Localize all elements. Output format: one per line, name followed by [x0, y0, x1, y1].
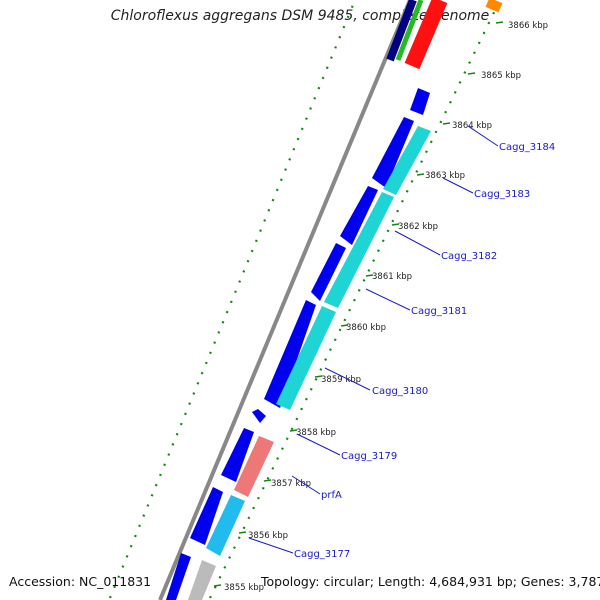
inner-dotted-track	[209, 0, 501, 599]
kbp-tick-label: 3865 kbp	[481, 71, 521, 81]
genome-backbone	[158, 0, 412, 600]
gene-label-prfa[interactable]: prfA	[321, 490, 342, 501]
cyan-feature-3	[276, 306, 336, 410]
kbp-tick-label: 3858 kbp	[296, 428, 336, 438]
cds-arrow-3177	[190, 487, 223, 545]
cds-arrow-small	[252, 409, 266, 423]
cds-arrow-3184	[372, 117, 414, 188]
kbp-tick-label: 3856 kbp	[248, 531, 288, 541]
gene-label-cagg-3177[interactable]: Cagg_3177	[294, 549, 350, 560]
cds-arrow-3176	[166, 553, 191, 600]
cds-arrow-3185	[410, 88, 430, 115]
gene-label-cagg-3180[interactable]: Cagg_3180	[372, 386, 428, 397]
kbp-tick-label: 3860 kbp	[346, 323, 386, 333]
accession-text: Accession: NC_011831	[9, 574, 152, 589]
gray-feature	[188, 560, 216, 600]
cds-arrow-3181	[264, 300, 316, 408]
kbp-tick-label: 3855 kbp	[224, 583, 264, 593]
gene-label-cagg-3181[interactable]: Cagg_3181	[411, 306, 467, 317]
gene-label-cagg-3184[interactable]: Cagg_3184	[499, 142, 555, 153]
genome-summary-text: Topology: circular; Length: 4,684,931 bp…	[261, 574, 600, 589]
cds-arrow-3182	[311, 243, 346, 301]
gene-label-cagg-3179[interactable]: Cagg_3179	[341, 451, 397, 462]
gene-label-cagg-3182[interactable]: Cagg_3182	[441, 251, 497, 262]
cds-arrow-3183	[340, 186, 378, 245]
kbp-tick-label: 3863 kbp	[425, 171, 465, 181]
cds-arrow-3179	[221, 428, 254, 482]
gene-label-cagg-3183[interactable]: Cagg_3183	[474, 189, 530, 200]
kbp-tick-marks	[213, 21, 504, 587]
kbp-tick-label: 3862 kbp	[398, 222, 438, 232]
kbp-tick-label: 3864 kbp	[452, 121, 492, 131]
red-feature	[404, 0, 448, 70]
green-feature	[395, 0, 424, 61]
kbp-tick-label: 3866 kbp	[508, 21, 548, 31]
cyan-feature-2	[324, 192, 394, 308]
cyan-feature-4	[206, 495, 245, 556]
cyan-feature-1	[383, 126, 431, 195]
gene-label-leaders	[248, 125, 499, 554]
kbp-tick-label: 3861 kbp	[372, 272, 412, 282]
genome-title: Chloroflexus aggregans DSM 9485, complet…	[110, 8, 490, 24]
kbp-tick-label: 3859 kbp	[321, 375, 361, 385]
orange-feature	[485, 0, 503, 13]
navy-feature	[386, 0, 417, 62]
pink-feature-prfA	[234, 436, 274, 497]
kbp-tick-label: 3857 kbp	[271, 479, 311, 489]
